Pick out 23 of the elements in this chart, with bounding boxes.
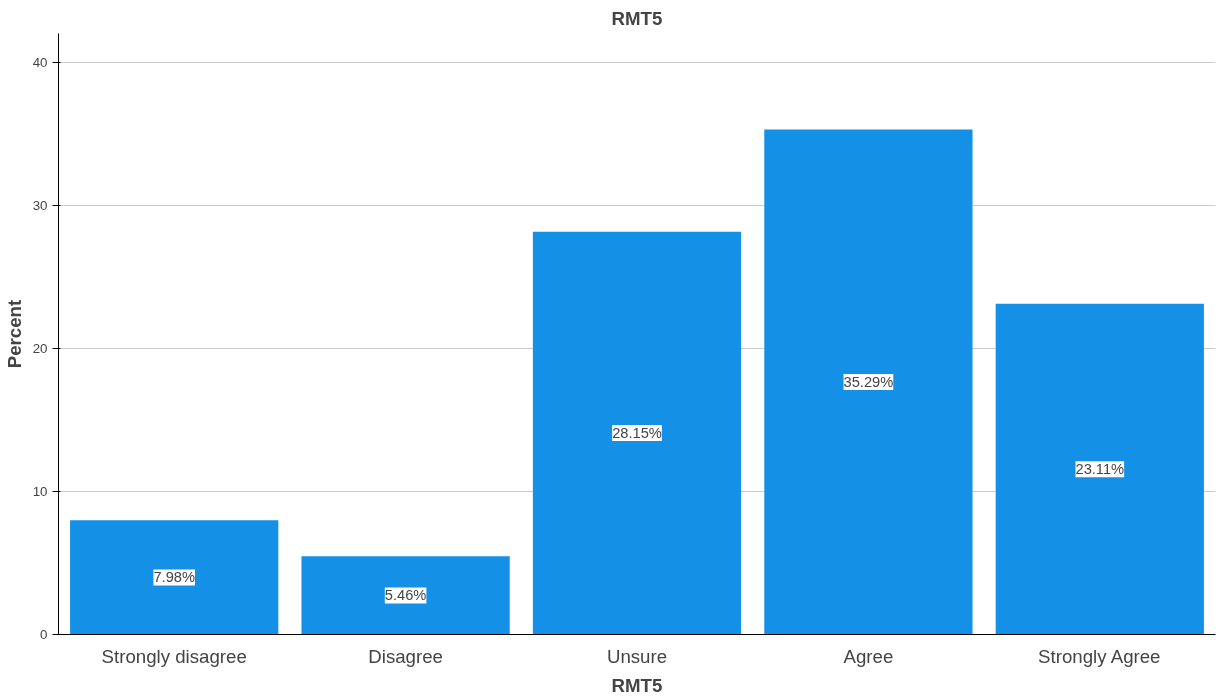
bar (532, 231, 742, 635)
bar (301, 556, 510, 635)
y-tick-label: 40 (32, 54, 48, 70)
data-label: 7.98% (153, 569, 195, 586)
y-axis-title: Percent (3, 299, 25, 369)
x-tick-label: Agree (843, 645, 894, 667)
x-tick-label: Unsure (606, 645, 668, 667)
y-tick-label: 10 (32, 483, 48, 499)
bar (70, 520, 279, 635)
y-tick-label: 0 (40, 627, 48, 642)
x-tick-label: Strongly Agree (1038, 645, 1161, 667)
data-label: 5.46% (384, 587, 427, 604)
x-tick-label: Strongly disagree (101, 645, 247, 667)
data-label: 35.29% (843, 374, 894, 391)
bar (764, 129, 973, 635)
chart-title: RMT5 (611, 7, 663, 29)
bar (995, 303, 1204, 635)
x-axis-title: RMT5 (611, 674, 663, 696)
y-tick-label: 30 (32, 197, 48, 213)
data-label: 28.15% (612, 425, 662, 442)
x-tick-label: Disagree (368, 645, 443, 667)
y-tick-label: 20 (32, 340, 48, 356)
data-label: 23.11% (1075, 461, 1125, 478)
